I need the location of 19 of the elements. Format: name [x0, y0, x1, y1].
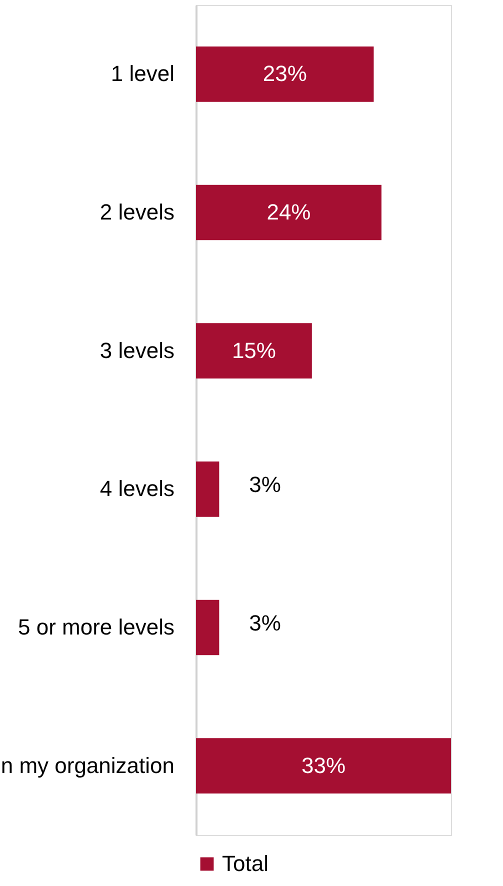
y-tick-label: 1 level [110, 61, 174, 86]
bar [196, 184, 382, 240]
y-tick-label: n my organization [0, 752, 174, 778]
y-tick-label: 2 levels [100, 200, 174, 224]
bar [196, 738, 451, 794]
data-label: 3% [249, 610, 281, 636]
data-label: 15% [232, 338, 276, 363]
data-label: 3% [249, 472, 281, 498]
y-tick-label: 5 or more levels [18, 614, 174, 640]
bar [196, 323, 312, 378]
bar [196, 600, 220, 656]
data-label: 33% [301, 752, 346, 778]
data-label: 23% [262, 61, 307, 86]
y-tick-label: 3 levels [100, 338, 174, 363]
bar [196, 46, 374, 102]
y-tick-label: 4 levels [100, 476, 174, 502]
data-label: 24% [266, 200, 311, 224]
bar [196, 462, 220, 517]
legend-label: Total [222, 851, 268, 876]
